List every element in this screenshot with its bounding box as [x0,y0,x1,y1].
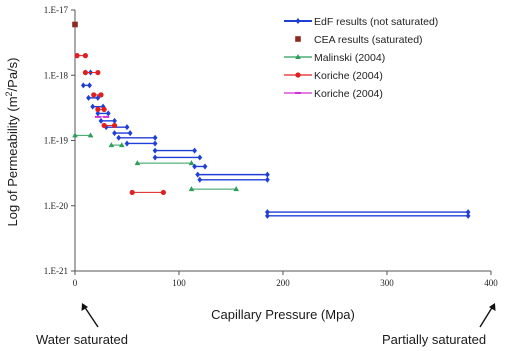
data-point [82,53,88,59]
legend-item: CEA results (saturated) [295,34,423,46]
y-tick-label: 1.E-20 [44,201,69,211]
x-tick-label: 200 [276,278,290,288]
data-point [265,171,270,178]
partially-saturated-arrowhead [489,303,496,311]
chart-axes [74,10,491,272]
data-point [72,132,78,138]
data-point [90,103,96,110]
y-tick-label: 1.E-19 [44,136,69,146]
chart-marks [72,21,471,219]
legend-label: Malinski (2004) [314,52,385,64]
data-point [192,147,197,154]
data-point [197,154,203,161]
data-point [91,92,97,98]
data-point [152,147,158,154]
data-point [202,163,208,170]
data-point [101,106,107,112]
legend-marker [295,18,301,24]
data-point [265,212,270,219]
data-point [195,171,201,178]
data-point [265,209,270,216]
data-point [95,94,101,101]
y-tick-label: 1.E-17 [44,5,69,15]
data-point [87,82,92,89]
legend-label: Koriche (2004) [314,70,383,82]
y-axis-title: Log of Permeability (m2/Pa/s) [4,57,20,226]
data-point [134,160,141,166]
water-saturated-arrowhead [81,303,88,311]
data-point [95,106,101,112]
data-point [192,163,197,170]
data-point [105,110,111,117]
data-point [112,117,117,124]
legend-marker [295,54,301,59]
chart-legend: EdF results (not saturated) CEA results (… [284,16,438,100]
series-3 [74,53,166,196]
water-saturated-annotation: Water saturated [36,303,128,347]
series-0 [80,69,471,219]
data-point [152,140,158,147]
data-point [74,53,80,59]
data-point [124,140,130,147]
legend-marker [295,36,301,42]
data-point [152,154,158,161]
data-point [116,134,122,141]
series-2 [72,132,239,192]
data-point [465,209,471,216]
data-point [265,176,270,183]
water-saturated-arrow [83,305,99,328]
water-saturated-label: Water saturated [36,332,128,347]
data-point [86,94,91,101]
x-tick-label: 300 [380,278,394,288]
data-point [101,122,107,129]
series-1 [72,21,78,28]
legend-marker [295,72,301,78]
data-point [95,69,101,76]
x-tick-label: 100 [172,278,186,288]
data-point [124,124,130,131]
legend-item: Malinski (2004) [284,52,385,64]
x-tick-label: 400 [484,278,498,288]
data-point [98,117,104,124]
x-tick-label: 0 [73,278,78,288]
legend-item: EdF results (not saturated) [284,16,438,28]
partially-saturated-annotation: Partially saturated [382,303,496,347]
data-point [152,134,158,141]
chart-ticks: 1.E-21 1.E-20 1.E-19 1.E-18 1.E-17 0 100 200 300… [44,5,499,288]
partially-saturated-arrow [479,305,494,328]
data-point [233,186,239,192]
data-point [465,212,471,219]
data-point [87,132,94,138]
legend-label: EdF results (not saturated) [314,16,438,28]
data-point [160,189,166,196]
legend-item: Koriche (2004) [284,70,383,82]
legend-item: Koriche (2004) [284,88,383,100]
data-point [112,130,117,137]
data-point [98,92,104,98]
partially-saturated-label: Partially saturated [382,332,486,347]
y-tick-label: 1.E-18 [44,70,69,80]
y-tick-label: 1.E-21 [44,266,68,276]
data-point [82,69,88,76]
data-point [119,142,125,148]
data-point [111,122,118,129]
data-point [95,110,101,117]
data-point [188,160,195,166]
x-axis-title: Capillary Pressure (Mpa) [211,307,355,322]
data-point [188,186,195,192]
legend-label: Koriche (2004) [314,88,383,100]
data-point [72,21,78,28]
data-point [129,189,135,196]
data-point [127,130,133,137]
legend-label: CEA results (saturated) [314,34,423,46]
data-point [197,176,203,183]
data-point [80,82,86,89]
data-point [108,142,115,148]
